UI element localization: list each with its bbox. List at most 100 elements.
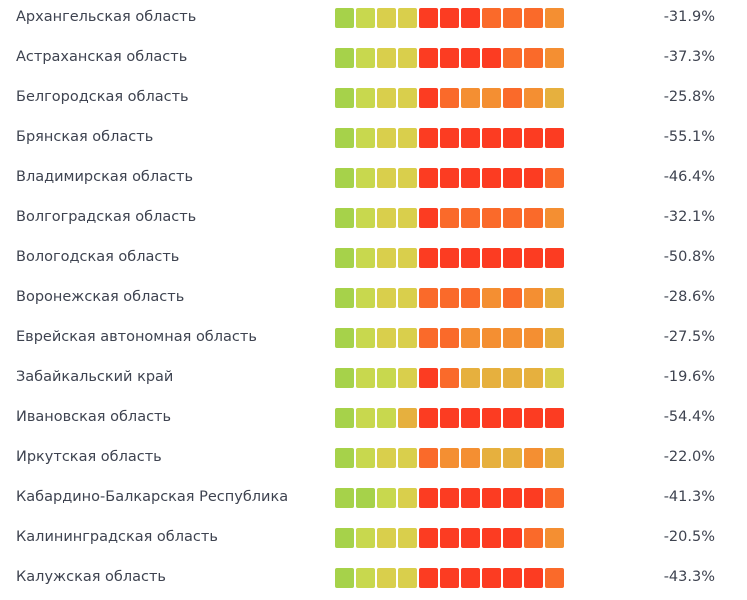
- change-value: -27.5%: [663, 329, 715, 345]
- table-row: Калужская область -43.3%: [0, 560, 747, 600]
- scale-cell: [377, 8, 396, 28]
- scale-cell: [377, 448, 396, 468]
- scale-cell: [335, 328, 354, 348]
- scale-cell: [440, 8, 459, 28]
- scale-cell: [545, 288, 564, 308]
- color-scale: [335, 568, 565, 588]
- scale-cell: [524, 328, 543, 348]
- scale-cell: [356, 368, 375, 388]
- scale-cell: [461, 488, 480, 508]
- scale-cell: [461, 208, 480, 228]
- scale-cell: [440, 368, 459, 388]
- scale-cell: [356, 88, 375, 108]
- color-scale: [335, 368, 565, 388]
- scale-cell: [335, 8, 354, 28]
- scale-cell: [440, 248, 459, 268]
- scale-cell: [503, 368, 522, 388]
- region-name: Забайкальский край: [16, 369, 174, 385]
- scale-cell: [398, 288, 417, 308]
- scale-cell: [545, 248, 564, 268]
- scale-cell: [461, 568, 480, 588]
- scale-cell: [335, 168, 354, 188]
- scale-cell: [503, 48, 522, 68]
- scale-cell: [377, 408, 396, 428]
- scale-cell: [419, 528, 438, 548]
- scale-cell: [377, 248, 396, 268]
- scale-cell: [377, 48, 396, 68]
- scale-cell: [524, 528, 543, 548]
- scale-cell: [524, 568, 543, 588]
- change-value: -41.3%: [663, 489, 715, 505]
- scale-cell: [398, 208, 417, 228]
- scale-cell: [419, 368, 438, 388]
- scale-cell: [398, 128, 417, 148]
- scale-cell: [482, 128, 501, 148]
- scale-cell: [377, 128, 396, 148]
- color-scale: [335, 48, 565, 68]
- scale-cell: [377, 488, 396, 508]
- scale-cell: [398, 408, 417, 428]
- scale-cell: [482, 208, 501, 228]
- scale-cell: [440, 528, 459, 548]
- table-row: Иркутская область -22.0%: [0, 440, 747, 480]
- scale-cell: [440, 328, 459, 348]
- table-row: Еврейская автономная область -27.5%: [0, 320, 747, 360]
- scale-cell: [524, 88, 543, 108]
- scale-cell: [398, 568, 417, 588]
- scale-cell: [524, 488, 543, 508]
- scale-cell: [545, 208, 564, 228]
- scale-cell: [440, 88, 459, 108]
- scale-cell: [419, 128, 438, 148]
- change-value: -32.1%: [663, 209, 715, 225]
- scale-cell: [503, 8, 522, 28]
- scale-cell: [356, 168, 375, 188]
- table-row: Астраханская область -37.3%: [0, 40, 747, 80]
- table-row: Владимирская область -46.4%: [0, 160, 747, 200]
- scale-cell: [398, 488, 417, 508]
- scale-cell: [461, 408, 480, 428]
- table-row: Брянская область -55.1%: [0, 120, 747, 160]
- scale-cell: [356, 328, 375, 348]
- region-name: Ивановская область: [16, 409, 172, 425]
- color-scale: [335, 528, 565, 548]
- scale-cell: [356, 488, 375, 508]
- color-scale: [335, 448, 565, 468]
- scale-cell: [524, 128, 543, 148]
- color-scale: [335, 208, 565, 228]
- scale-cell: [503, 528, 522, 548]
- table-row: Архангельская область -31.9%: [0, 0, 747, 40]
- scale-cell: [503, 128, 522, 148]
- scale-cell: [356, 8, 375, 28]
- region-name: Еврейская автономная область: [16, 329, 257, 345]
- scale-cell: [356, 528, 375, 548]
- scale-cell: [545, 488, 564, 508]
- region-name: Архангельская область: [16, 9, 197, 25]
- scale-cell: [335, 48, 354, 68]
- scale-cell: [461, 168, 480, 188]
- change-value: -54.4%: [663, 409, 715, 425]
- scale-cell: [524, 8, 543, 28]
- scale-cell: [377, 528, 396, 548]
- scale-cell: [377, 88, 396, 108]
- scale-cell: [440, 488, 459, 508]
- scale-cell: [503, 288, 522, 308]
- scale-cell: [524, 248, 543, 268]
- scale-cell: [335, 288, 354, 308]
- scale-cell: [503, 448, 522, 468]
- scale-cell: [398, 8, 417, 28]
- region-name: Воронежская область: [16, 289, 185, 305]
- scale-cell: [440, 208, 459, 228]
- scale-cell: [482, 88, 501, 108]
- scale-cell: [461, 448, 480, 468]
- scale-cell: [524, 208, 543, 228]
- scale-cell: [461, 128, 480, 148]
- scale-cell: [356, 248, 375, 268]
- scale-cell: [356, 288, 375, 308]
- scale-cell: [461, 48, 480, 68]
- scale-cell: [419, 568, 438, 588]
- scale-cell: [377, 168, 396, 188]
- scale-cell: [482, 8, 501, 28]
- scale-cell: [356, 128, 375, 148]
- scale-cell: [377, 568, 396, 588]
- scale-cell: [545, 48, 564, 68]
